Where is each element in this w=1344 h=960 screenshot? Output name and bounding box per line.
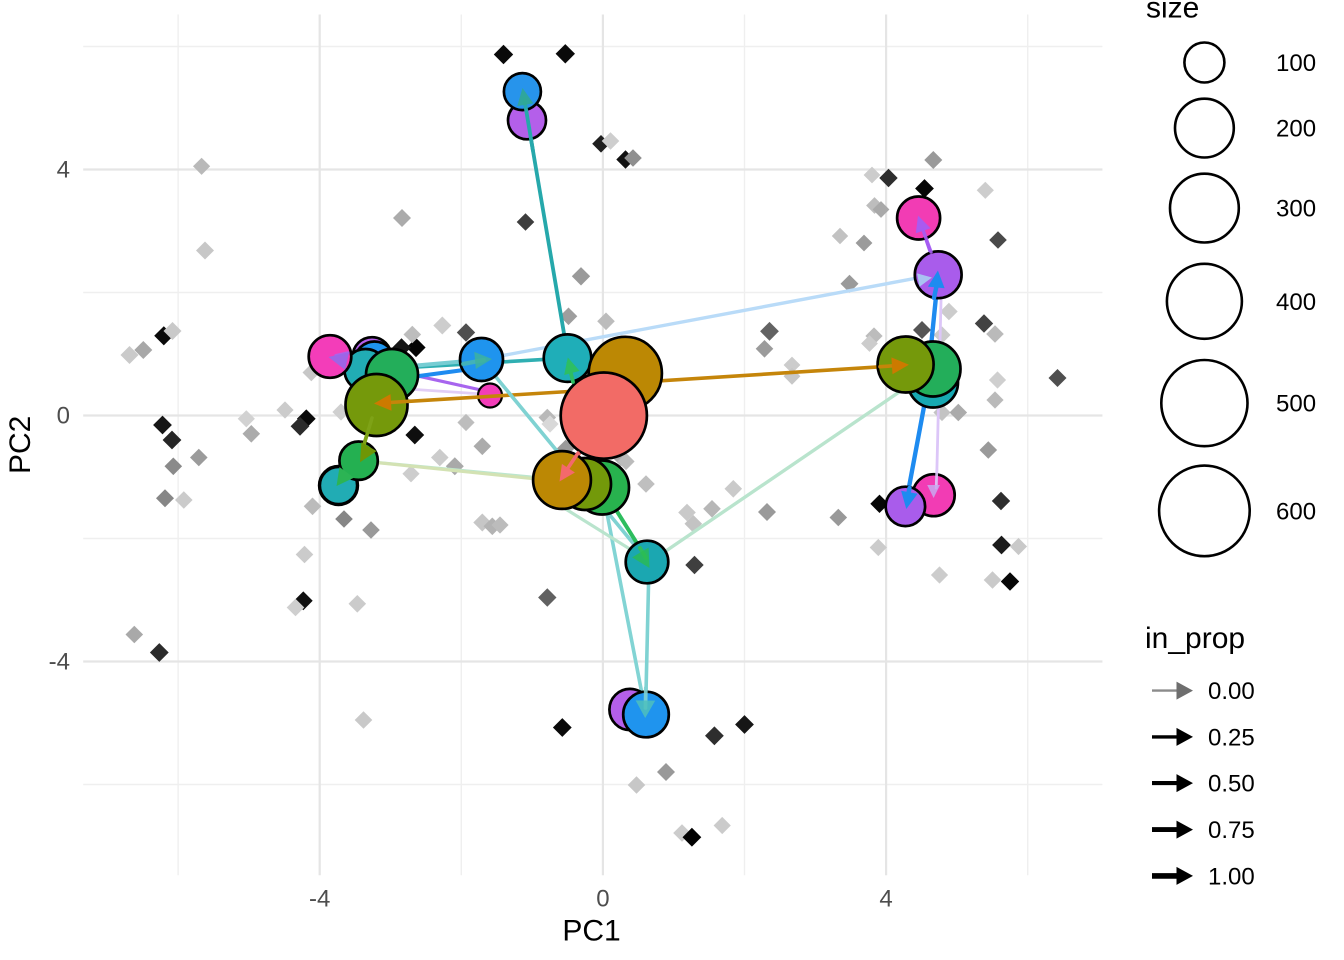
svg-text:0.00: 0.00 xyxy=(1208,678,1255,705)
svg-text:0.75: 0.75 xyxy=(1208,817,1255,844)
svg-text:4: 4 xyxy=(57,157,70,184)
svg-text:100: 100 xyxy=(1276,50,1316,77)
svg-text:300: 300 xyxy=(1276,196,1316,223)
svg-text:-4: -4 xyxy=(309,886,330,913)
svg-text:size: size xyxy=(1146,0,1199,25)
svg-text:0.50: 0.50 xyxy=(1208,771,1255,798)
svg-text:0: 0 xyxy=(57,403,70,430)
svg-text:PC2: PC2 xyxy=(4,416,37,474)
svg-text:0.25: 0.25 xyxy=(1208,724,1255,751)
svg-text:500: 500 xyxy=(1276,391,1316,418)
svg-text:400: 400 xyxy=(1276,289,1316,316)
svg-text:in_prop: in_prop xyxy=(1145,622,1245,655)
svg-text:0: 0 xyxy=(596,886,609,913)
svg-text:4: 4 xyxy=(879,886,892,913)
svg-text:1.00: 1.00 xyxy=(1208,863,1255,890)
svg-text:200: 200 xyxy=(1276,116,1316,143)
svg-text:600: 600 xyxy=(1276,498,1316,525)
svg-text:PC1: PC1 xyxy=(562,915,620,948)
svg-text:-4: -4 xyxy=(49,649,70,676)
